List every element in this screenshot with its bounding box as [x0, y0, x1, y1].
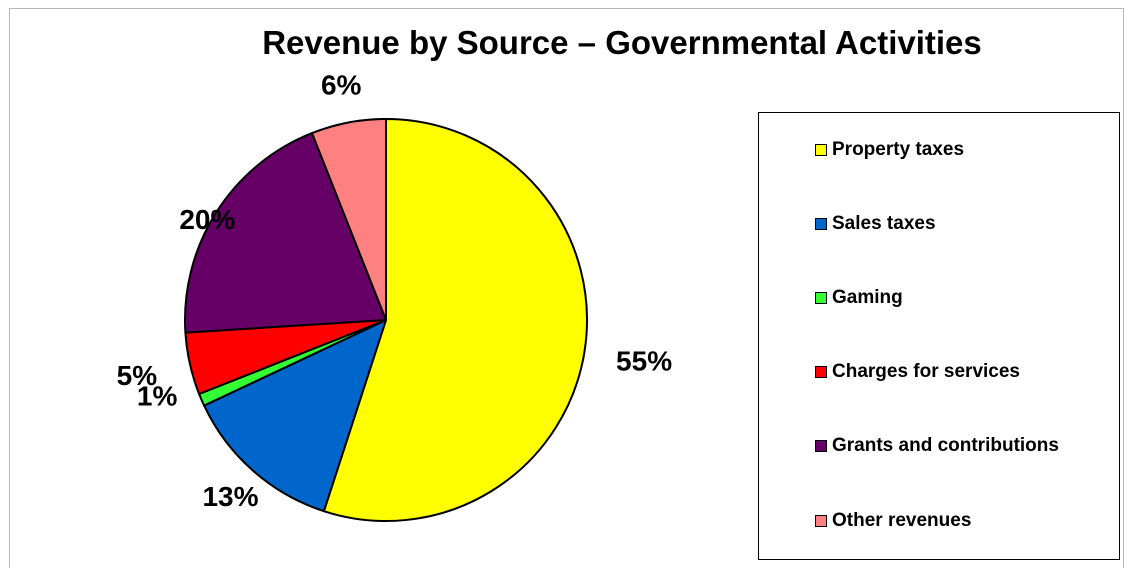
pie-labels: 55% 13% 1%5% 20% 6%	[117, 70, 673, 512]
legend-swatch	[815, 144, 827, 156]
legend-swatch	[815, 440, 827, 452]
legend-item-property-taxes: Property taxes	[815, 138, 964, 162]
chart-title: Revenue by Source – Governmental Activit…	[262, 24, 982, 61]
pie-label-charges-for-services: 5%	[117, 360, 158, 391]
legend-item-gaming: Gaming	[815, 286, 903, 310]
pie-label-other-revenues: 6%	[321, 70, 362, 101]
chart-frame	[9, 8, 1124, 568]
legend-item-other-revenues: Other revenues	[815, 509, 971, 533]
pie-slices	[184, 118, 588, 522]
legend-label: Sales taxes	[832, 213, 936, 234]
legend-label: Gaming	[832, 287, 903, 308]
legend-swatch	[815, 292, 827, 304]
pie-slice-sales-taxes	[203, 319, 387, 513]
pie-slice-property-taxes	[322, 118, 588, 522]
legend-label: Grants and contributions	[832, 435, 1059, 456]
pie-slice-other-revenues	[311, 118, 387, 321]
legend-item-sales-taxes: Sales taxes	[815, 212, 936, 236]
legend-label: Property taxes	[832, 139, 965, 160]
legend-swatch	[815, 515, 827, 527]
pie-label-property-taxes: 55%	[616, 345, 672, 376]
legend-swatch	[815, 218, 827, 230]
pie-label-grants-and-contributions: 20%	[179, 204, 235, 235]
legend-label: Other revenues	[832, 510, 972, 531]
legend-item-grants-and-contributions: Grants and contributions	[815, 434, 1059, 458]
pie-label-gaming: 1%	[137, 381, 178, 412]
legend-label: Charges for services	[832, 361, 1020, 382]
legend-item-charges-for-services: Charges for services	[815, 360, 1020, 384]
legend: Property taxes Sales taxes Gaming Charges f…	[758, 112, 1120, 560]
pie-slice-grants-and-contributions	[184, 132, 387, 334]
pie-label-sales-taxes: 13%	[202, 481, 258, 512]
legend-swatch	[815, 366, 827, 378]
